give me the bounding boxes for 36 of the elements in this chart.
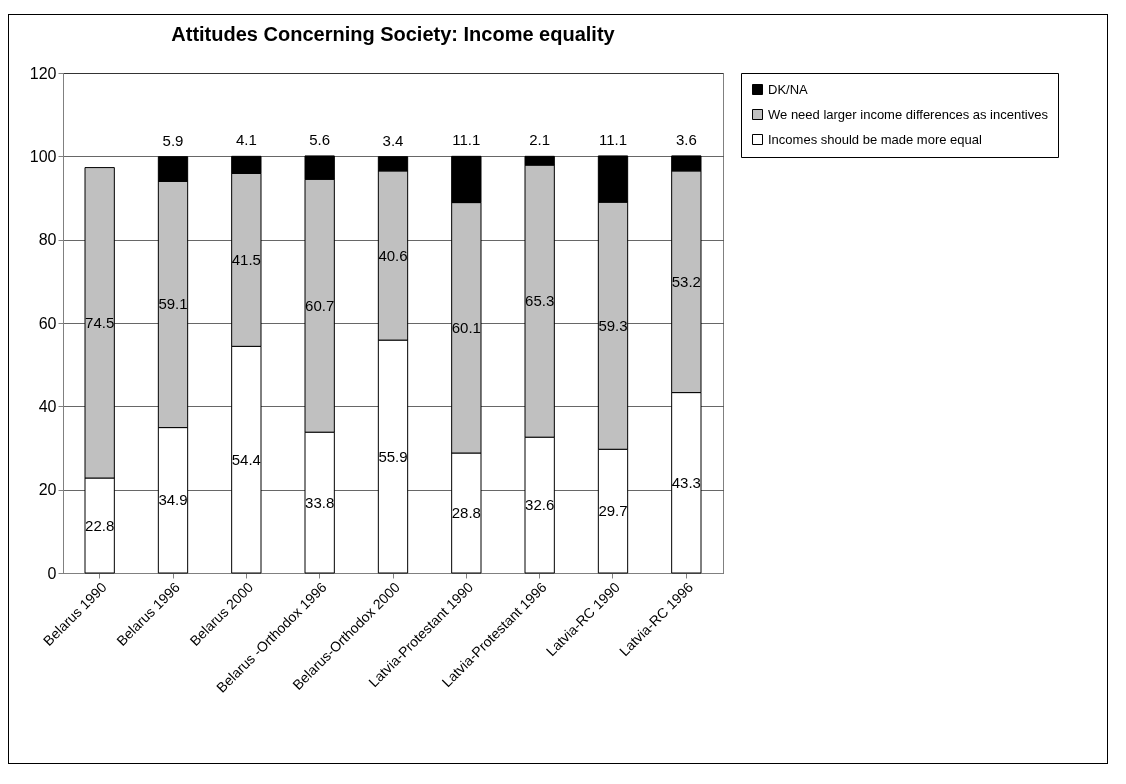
y-tick-label: 100	[29, 147, 57, 165]
data-label: 41.5	[231, 250, 261, 268]
data-label: 22.8	[85, 516, 115, 534]
y-tick-label: 40	[38, 397, 57, 415]
chart-title: Attitudes Concerning Society: Income equality	[171, 23, 616, 45]
y-tick-label: 80	[38, 231, 57, 249]
data-label: 5.9	[162, 131, 184, 149]
data-label: 5.6	[309, 130, 331, 148]
data-label: 32.6	[525, 496, 555, 514]
y-tick-label: 120	[29, 64, 57, 82]
data-label: 3.4	[382, 131, 404, 149]
legend-label: DK/NA	[768, 81, 809, 97]
data-label: 54.4	[231, 450, 261, 468]
data-label: 11.1	[598, 130, 628, 148]
data-label: 43.3	[671, 473, 701, 491]
data-label: 2.1	[529, 131, 551, 149]
data-label: 28.8	[451, 504, 481, 521]
data-label: 4.1	[235, 131, 257, 149]
data-label: 11.1	[452, 131, 481, 149]
data-label: 34.9	[158, 491, 188, 509]
data-label: 74.5	[85, 313, 115, 331]
data-label: 33.8	[305, 493, 335, 511]
y-tick-label: 0	[47, 564, 57, 582]
data-label: 29.7	[598, 502, 628, 520]
data-label: 60.7	[305, 296, 335, 314]
data-label: 59.1	[158, 295, 188, 313]
data-label: 55.9	[378, 447, 408, 465]
data-label: 60.1	[451, 318, 481, 336]
data-label: 53.2	[671, 272, 701, 290]
data-label: 59.3	[598, 316, 628, 334]
legend-label: We need larger income differences as incentives	[768, 106, 1049, 122]
y-tick-label: 60	[38, 314, 57, 332]
data-label: 3.6	[675, 130, 697, 148]
y-tick-label: 20	[38, 481, 57, 499]
data-label: 65.3	[525, 292, 555, 310]
legend-label: Incomes should be made more equal	[768, 131, 983, 147]
